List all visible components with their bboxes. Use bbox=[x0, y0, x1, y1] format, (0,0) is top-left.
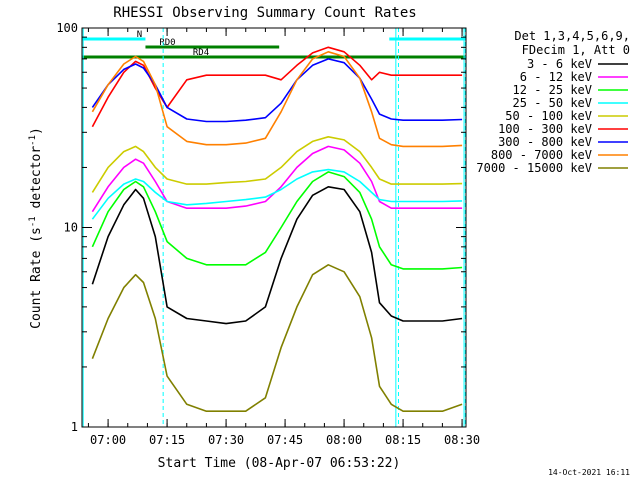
series-line-6-12-kev bbox=[91, 145, 463, 213]
legend-header-line1: Det 1,3,4,5,6,9, bbox=[514, 29, 630, 43]
y-axis-label-main: Count Rate (s bbox=[29, 227, 44, 329]
legend-label-100-300-kev: 100 - 300 keV bbox=[498, 122, 592, 136]
legend-label-300-800-kev: 300 - 800 keV bbox=[498, 135, 592, 149]
series-line-7000-15000-kev bbox=[91, 263, 463, 413]
y-axis-label-sup2: -1 bbox=[28, 135, 38, 146]
x-axis-label: Start Time (08-Apr-07 06:53:22) bbox=[158, 456, 401, 471]
y-axis-label-sup1: -1 bbox=[28, 216, 38, 227]
axis-ticks: 07:00 07:15 07:30 07:45 08:00 08:15 08:30 100 10… bbox=[56, 21, 480, 447]
x-tick-label: 08:15 bbox=[385, 433, 421, 447]
y-tick-label: 1 bbox=[71, 420, 78, 434]
x-tick-label: 07:30 bbox=[208, 433, 244, 447]
series-line-50-100-kev bbox=[91, 136, 463, 193]
x-tick-label: 07:00 bbox=[90, 433, 126, 447]
series-lines bbox=[91, 46, 463, 413]
x-tick-label: 07:15 bbox=[149, 433, 185, 447]
timestamp: 14-Oct-2021 16:11 bbox=[548, 468, 630, 477]
series-line-3-6-kev bbox=[91, 186, 463, 325]
y-tick-label: 100 bbox=[56, 21, 78, 35]
x-tick-label: 08:00 bbox=[326, 433, 362, 447]
legend-label-6-12-kev: 6 - 12 keV bbox=[520, 70, 592, 84]
series-line-300-800-kev bbox=[91, 58, 463, 123]
flag-bars: N RD0 RD4 bbox=[82, 30, 466, 59]
legend-header-line2: FDecim 1, Att 0 bbox=[522, 43, 630, 57]
flag-label-n: N bbox=[137, 30, 142, 40]
x-tick-label: 08:30 bbox=[444, 433, 480, 447]
legend-label-7000-15000-kev: 7000 - 15000 keV bbox=[476, 161, 592, 175]
y-axis-label: Count Rate (s-1 detector-1) bbox=[28, 127, 44, 329]
flag-label-rd4: RD4 bbox=[193, 48, 209, 58]
series-line-100-300-kev bbox=[91, 46, 463, 128]
legend-label-3-6-kev: 3 - 6 keV bbox=[527, 57, 592, 71]
legend-label-50-100-kev: 50 - 100 keV bbox=[505, 109, 592, 123]
legend-label-25-50-kev: 25 - 50 keV bbox=[513, 96, 592, 110]
flag-label-rd0: RD0 bbox=[159, 38, 175, 48]
legend-label-800-7000-kev: 800 - 7000 keV bbox=[491, 148, 592, 162]
series-line-25-50-kev bbox=[91, 168, 463, 220]
y-axis-label-end: ) bbox=[29, 127, 44, 135]
legend-label-12-25-kev: 12 - 25 keV bbox=[513, 83, 592, 97]
series-line-800-7000-kev bbox=[91, 50, 463, 148]
chart-title: RHESSI Observing Summary Count Rates bbox=[113, 5, 416, 21]
y-tick-label: 10 bbox=[64, 221, 78, 235]
y-axis-label-mid: detector bbox=[29, 146, 44, 217]
series-line-12-25-kev bbox=[91, 171, 463, 270]
x-tick-label: 07:45 bbox=[267, 433, 303, 447]
